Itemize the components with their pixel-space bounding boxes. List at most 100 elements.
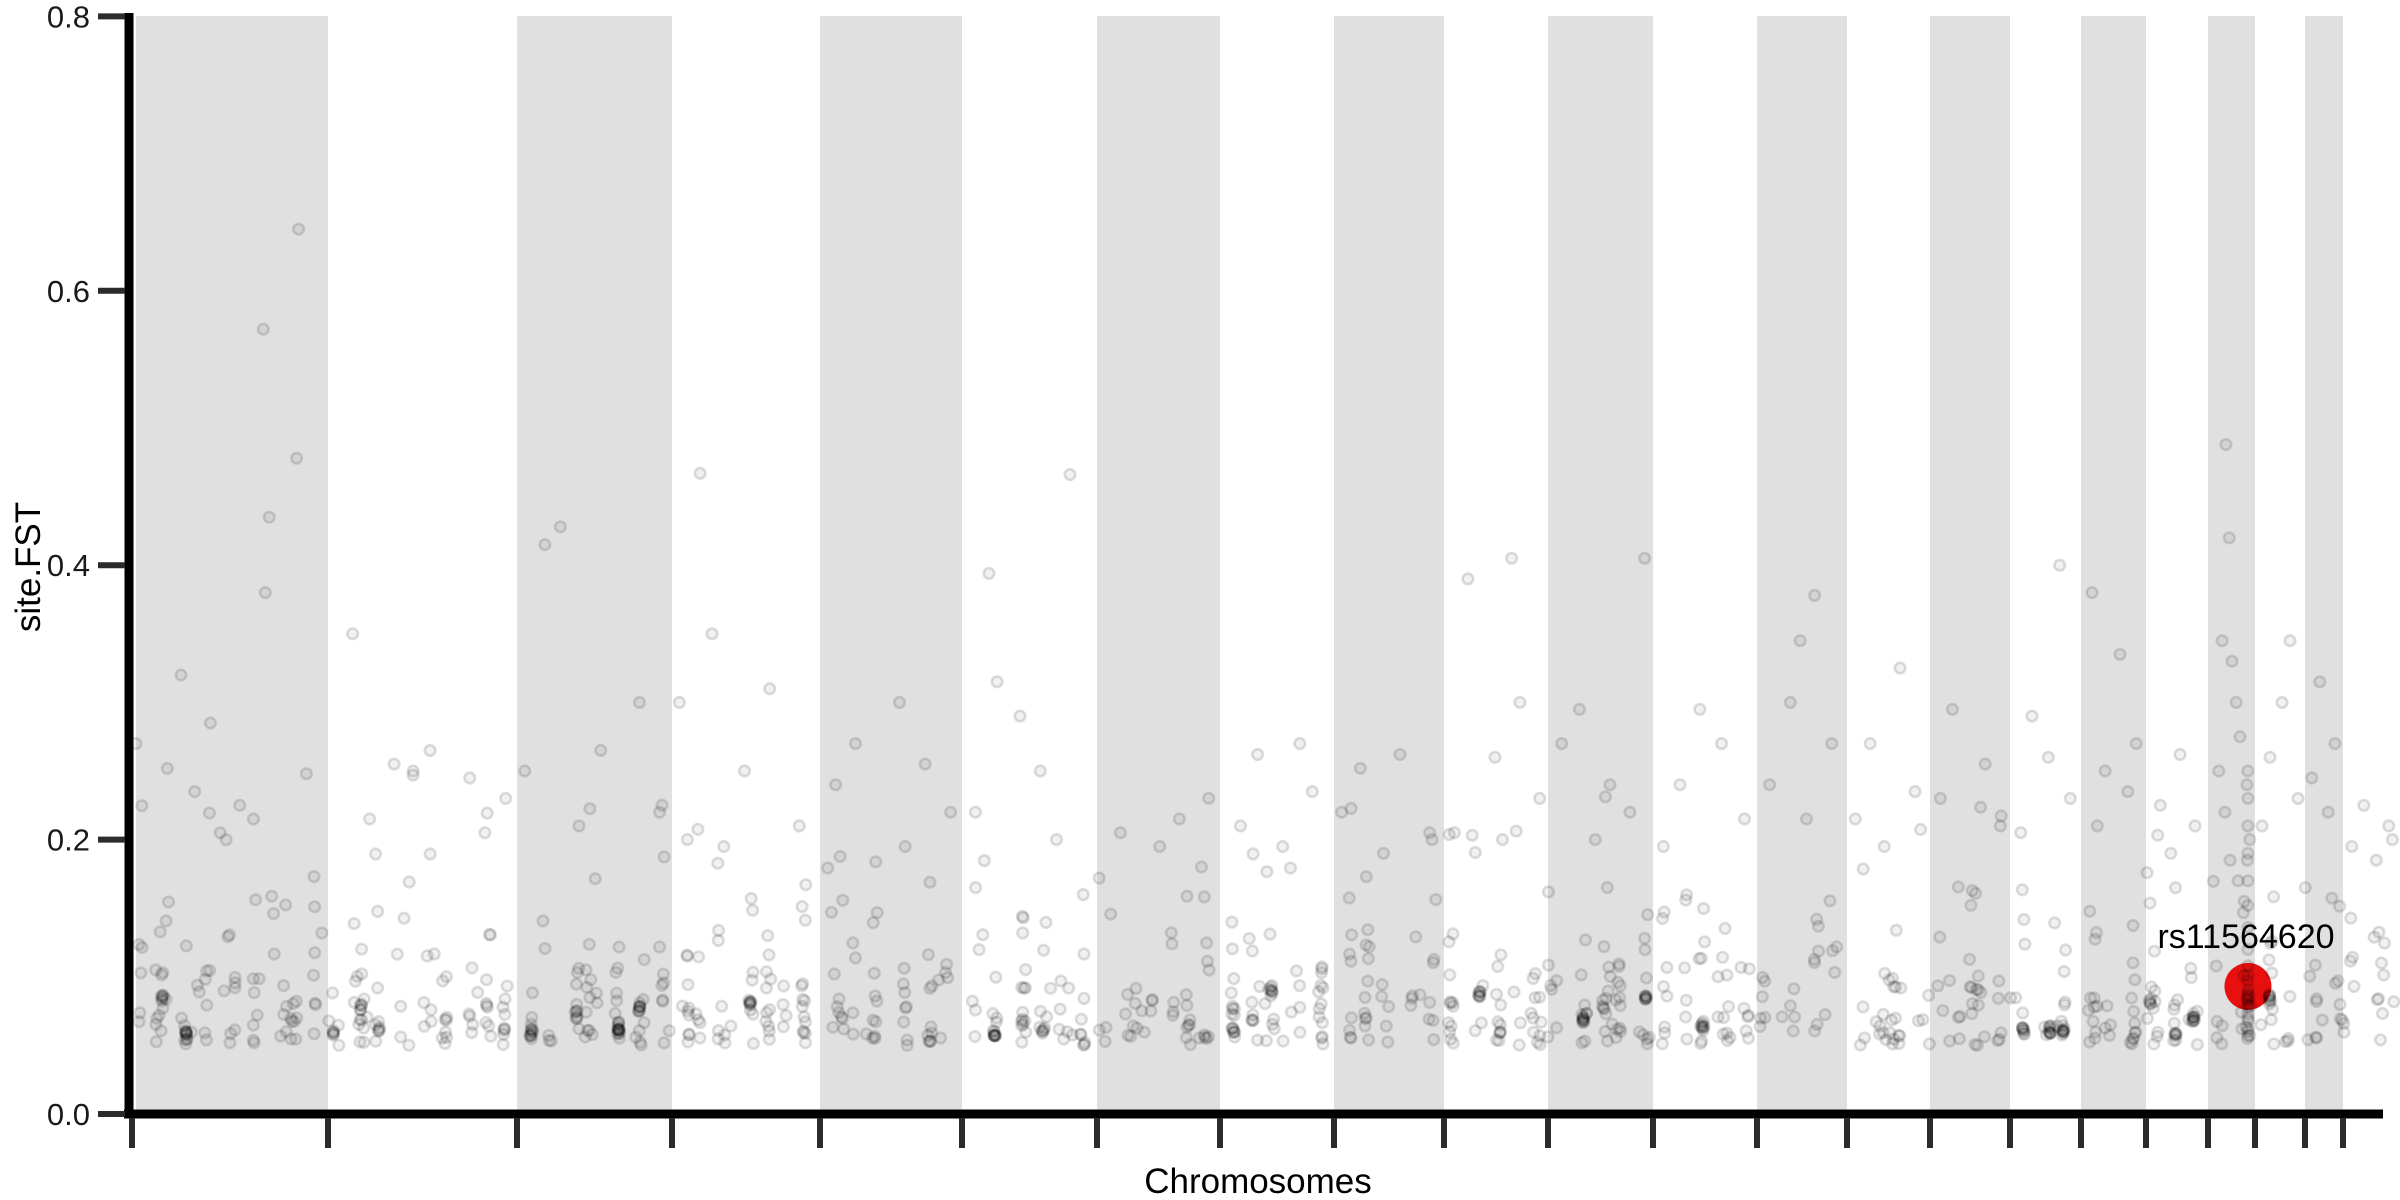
data-point <box>1973 800 1988 814</box>
data-point <box>2237 968 2251 983</box>
data-point <box>1476 978 1490 993</box>
data-point <box>848 951 863 965</box>
data-point <box>1694 1019 1708 1033</box>
data-point <box>402 875 416 889</box>
data-point <box>2241 1007 2255 1021</box>
data-point <box>406 764 420 778</box>
data-point <box>353 1012 367 1027</box>
data-point <box>289 1032 303 1046</box>
data-point <box>1250 1033 1265 1047</box>
data-point <box>986 1024 1001 1038</box>
data-point <box>178 1018 192 1033</box>
data-point <box>2053 558 2067 572</box>
data-point <box>582 1023 596 1038</box>
data-point <box>1264 984 1278 998</box>
data-point <box>289 994 303 1008</box>
data-point <box>612 1023 627 1037</box>
data-point <box>497 1027 511 1041</box>
data-point <box>553 520 568 534</box>
data-point <box>284 1032 298 1046</box>
data-point <box>1017 981 1031 995</box>
data-point <box>2310 992 2324 1006</box>
data-point <box>213 826 227 840</box>
data-point <box>249 893 263 907</box>
data-point <box>1931 979 1945 993</box>
data-point <box>2219 437 2233 452</box>
data-point <box>1473 985 1487 999</box>
data-point <box>1225 915 1239 929</box>
data-point <box>1192 1031 1206 1045</box>
data-point <box>746 1007 760 1021</box>
data-point <box>652 805 667 819</box>
data-point <box>1015 980 1029 995</box>
data-point <box>1197 1028 1211 1042</box>
data-point <box>2209 959 2223 973</box>
data-point <box>745 973 759 987</box>
data-point <box>580 980 594 994</box>
data-point <box>180 1032 194 1046</box>
data-point <box>1342 1023 1357 1037</box>
data-point <box>705 627 719 641</box>
data-point <box>987 1029 1002 1043</box>
tick-label-layer: 0.0 0.2 0.4 0.6 0.8 <box>47 0 90 1132</box>
data-point <box>497 1021 511 1035</box>
data-point <box>1359 1010 1373 1025</box>
data-point <box>439 1013 453 1027</box>
data-point <box>1808 1024 1822 1038</box>
data-point <box>287 1014 301 1029</box>
data-point <box>2372 925 2386 939</box>
data-point <box>1359 870 1373 884</box>
data-point <box>496 1037 510 1052</box>
data-point <box>1344 928 1359 942</box>
data-point <box>1361 951 1375 966</box>
data-point <box>2057 1025 2071 1039</box>
data-point <box>465 1025 479 1040</box>
data-point <box>1694 1036 1708 1051</box>
data-point <box>1575 1015 1590 1029</box>
data-point <box>675 999 690 1013</box>
data-point <box>743 996 757 1010</box>
data-point <box>1033 1020 1047 1034</box>
data-point <box>1737 812 1752 826</box>
data-point <box>1877 839 1891 854</box>
data-point <box>524 1031 539 1046</box>
data-point <box>1885 971 1900 985</box>
data-point <box>2337 1025 2351 1039</box>
data-point <box>1227 1008 1241 1023</box>
data-point <box>350 969 364 983</box>
data-point <box>2016 1024 2031 1038</box>
data-point <box>2044 1022 2058 1036</box>
data-point <box>1494 948 1508 962</box>
data-point <box>2241 982 2255 996</box>
data-point <box>1358 990 1372 1005</box>
data-point <box>2123 1035 2137 1049</box>
data-point <box>2143 896 2157 910</box>
data-point <box>2255 819 2269 833</box>
data-point <box>524 1022 538 1036</box>
data-point <box>542 1033 556 1048</box>
data-point <box>1245 1013 1259 1028</box>
data-point <box>2243 832 2257 847</box>
data-point <box>569 1011 583 1025</box>
data-point <box>570 1011 584 1026</box>
data-point <box>438 1012 452 1026</box>
data-point <box>1578 998 1592 1012</box>
data-point <box>1598 790 1612 804</box>
data-point <box>1758 1010 1772 1025</box>
data-point <box>156 990 170 1005</box>
data-point <box>1443 968 1457 982</box>
data-point <box>2146 1001 2160 1015</box>
data-point <box>1693 702 1707 716</box>
data-point <box>2113 647 2127 662</box>
data-point <box>2003 991 2018 1005</box>
data-point <box>2265 1002 2280 1016</box>
data-point <box>2328 976 2342 990</box>
data-point <box>868 989 882 1003</box>
data-point <box>1315 960 1329 974</box>
data-point <box>258 585 272 600</box>
data-point <box>1179 988 1193 1002</box>
data-point <box>1507 985 1521 999</box>
data-point <box>1758 974 1772 988</box>
data-point <box>1533 1037 1547 1052</box>
data-point <box>2188 819 2202 833</box>
